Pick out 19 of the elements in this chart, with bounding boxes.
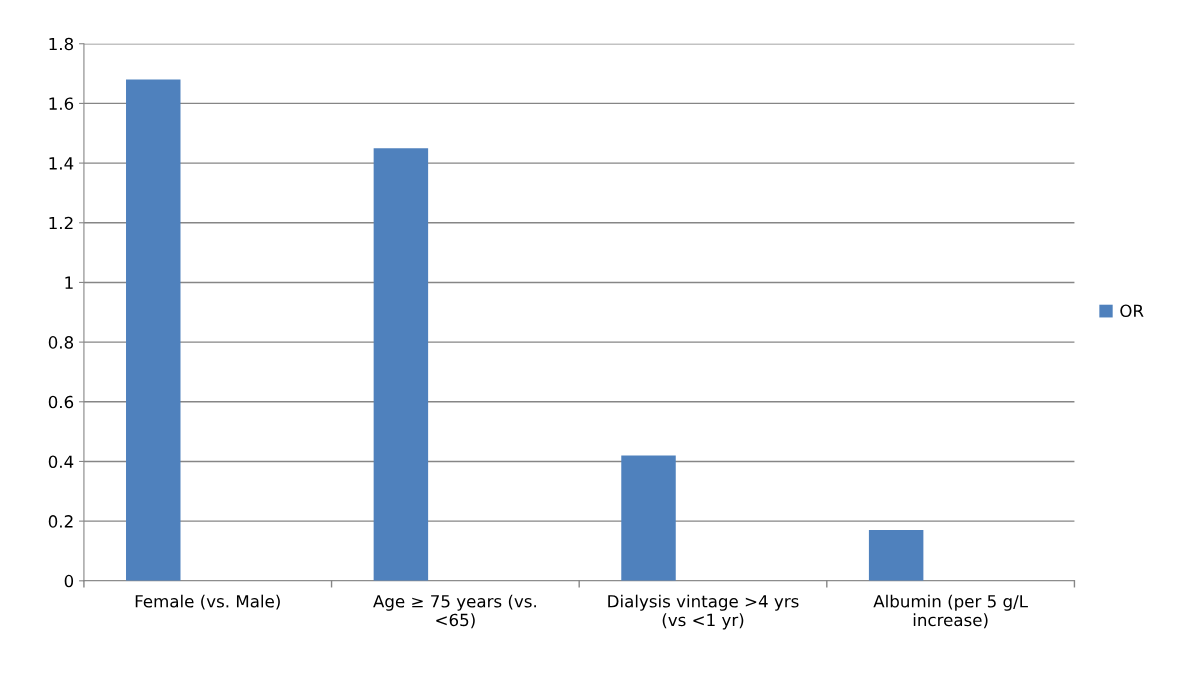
y-tick-label: 0.6 — [48, 395, 74, 409]
x-tick-label: Dialysis vintage >4 yrs (vs <1 yr) — [608, 594, 799, 630]
y-tick-label: 0.4 — [48, 455, 74, 469]
y-tick-label: 1.8 — [49, 37, 74, 51]
y-tick-label: 1 — [65, 276, 73, 289]
bar — [126, 79, 181, 581]
y-tick-label: 0.2 — [48, 515, 73, 528]
x-tick-label: Albumin (per 5 g/L increase) — [873, 594, 1028, 629]
y-tick-label: 0 — [64, 574, 74, 588]
bar — [621, 455, 676, 581]
y-tick-label: 0.8 — [48, 336, 74, 349]
y-tick-label: 1.6 — [49, 97, 74, 110]
y-tick-label: 1.2 — [49, 216, 73, 230]
y-tick-label: 1.4 — [49, 157, 74, 170]
bar — [868, 530, 924, 581]
x-tick-label: Female (vs. Male) — [135, 594, 280, 610]
legend-label: OR — [1120, 304, 1144, 318]
bar — [373, 148, 429, 581]
x-tick-label: Age ≥ 75 years (vs. <65) — [373, 594, 536, 629]
